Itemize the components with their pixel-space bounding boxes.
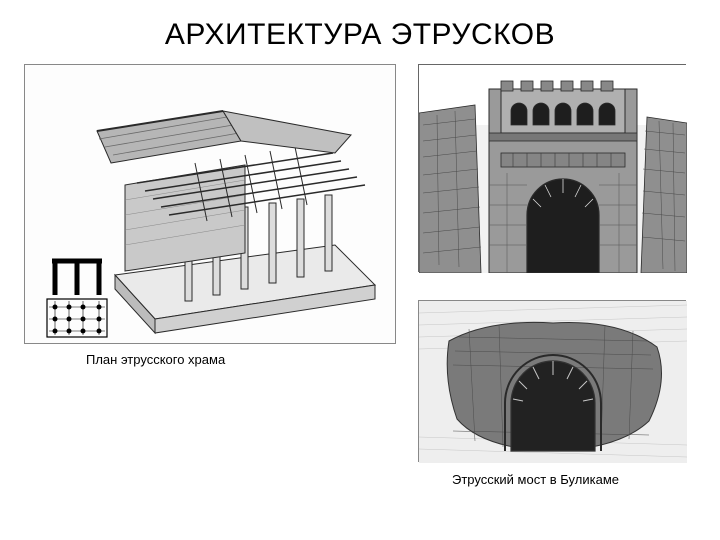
figure-temple-plan (24, 64, 396, 344)
figure-arch-bridge (418, 300, 686, 462)
caption-arch-bridge: Этрусский мост в Буликаме (452, 472, 619, 487)
caption-temple-plan: План этрусского храма (86, 352, 225, 367)
figure-stone-gate (418, 64, 686, 272)
slide-title: АРХИТЕКТУРА ЭТРУСКОВ (0, 18, 720, 52)
